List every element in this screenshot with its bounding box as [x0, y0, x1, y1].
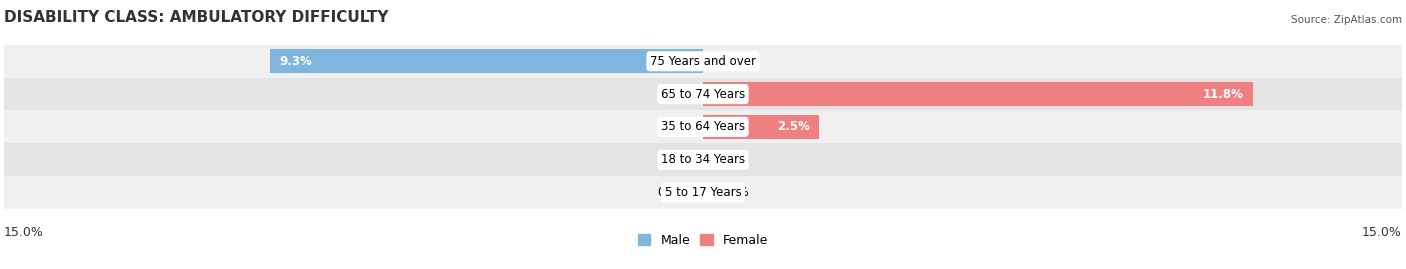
Bar	[703, 82, 1253, 106]
Bar	[703, 115, 820, 139]
Text: 18 to 34 Years: 18 to 34 Years	[661, 153, 745, 166]
Text: 2.5%: 2.5%	[778, 121, 810, 133]
Bar	[4, 78, 1402, 111]
Text: DISABILITY CLASS: AMBULATORY DIFFICULTY: DISABILITY CLASS: AMBULATORY DIFFICULTY	[4, 9, 388, 24]
Bar	[270, 49, 703, 73]
Text: 0.0%: 0.0%	[720, 186, 749, 199]
Legend: Male, Female: Male, Female	[633, 229, 773, 252]
Bar	[4, 45, 1402, 78]
Text: Source: ZipAtlas.com: Source: ZipAtlas.com	[1291, 15, 1402, 24]
Text: 0.0%: 0.0%	[657, 186, 686, 199]
Text: 0.0%: 0.0%	[657, 153, 686, 166]
Text: 15.0%: 15.0%	[1362, 226, 1402, 239]
Text: 0.0%: 0.0%	[657, 88, 686, 101]
Text: 0.0%: 0.0%	[720, 153, 749, 166]
Text: 9.3%: 9.3%	[278, 55, 312, 68]
Text: 75 Years and over: 75 Years and over	[650, 55, 756, 68]
Text: 0.0%: 0.0%	[720, 55, 749, 68]
Bar	[4, 143, 1402, 176]
Bar	[4, 176, 1402, 209]
Text: 5 to 17 Years: 5 to 17 Years	[665, 186, 741, 199]
Text: 0.0%: 0.0%	[657, 121, 686, 133]
Text: 35 to 64 Years: 35 to 64 Years	[661, 121, 745, 133]
Bar	[4, 111, 1402, 143]
Text: 65 to 74 Years: 65 to 74 Years	[661, 88, 745, 101]
Text: 15.0%: 15.0%	[4, 226, 44, 239]
Text: 11.8%: 11.8%	[1202, 88, 1243, 101]
